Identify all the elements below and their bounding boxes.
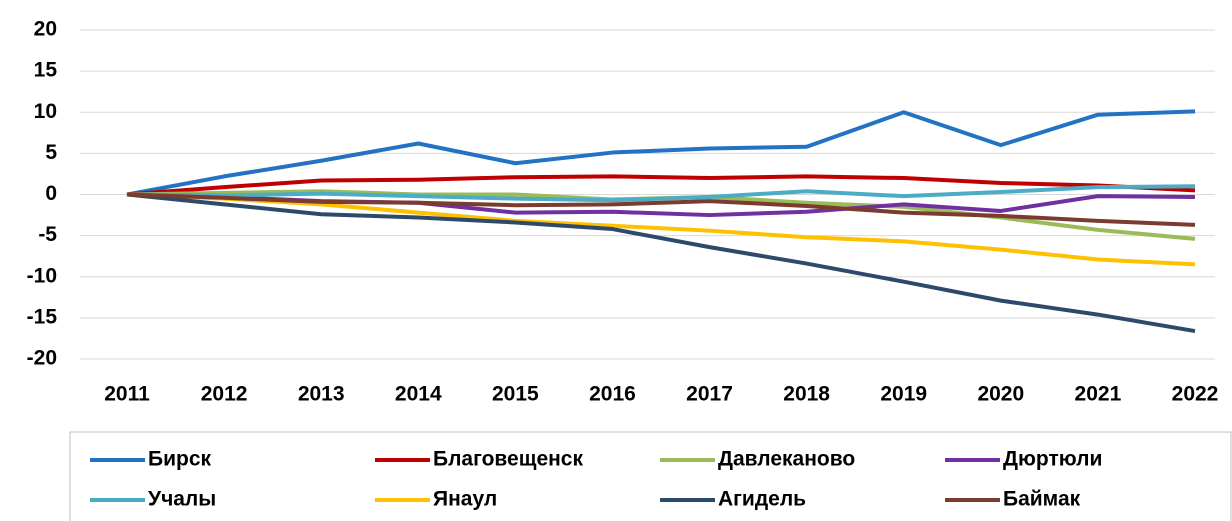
x-tick-label: 2019	[880, 383, 927, 406]
legend-label: Бирск	[148, 448, 212, 471]
legend-label: Янаул	[433, 488, 497, 511]
y-tick-label: -10	[27, 264, 57, 287]
y-tick-label: -20	[27, 347, 57, 370]
x-tick-label: 2020	[977, 383, 1024, 406]
y-tick-label: -15	[27, 305, 58, 328]
series-line	[126, 174, 1196, 197]
x-tick-label: 2013	[298, 383, 345, 406]
legend-label: Давлеканово	[718, 448, 855, 471]
series-line	[126, 192, 1196, 227]
x-tick-label: 2022	[1172, 383, 1219, 406]
legend-label: Баймак	[1003, 488, 1081, 511]
x-tick-label: 2015	[492, 383, 539, 406]
x-tick-label: 2012	[201, 383, 248, 406]
x-tick-label: 2014	[395, 383, 442, 406]
series-line	[126, 192, 1196, 267]
series-line	[126, 184, 1196, 203]
series-line	[126, 192, 1196, 334]
x-tick-label: 2017	[686, 383, 733, 406]
y-tick-label: 15	[34, 59, 58, 82]
y-tick-label: 0	[45, 182, 57, 205]
legend-label: Учалы	[148, 488, 216, 511]
x-tick-label: 2021	[1075, 383, 1122, 406]
series-line	[126, 109, 1196, 197]
x-tick-label: 2018	[783, 383, 830, 406]
legend-box	[69, 431, 1232, 521]
legend-label: Благовещенск	[433, 448, 583, 471]
y-tick-label: -5	[38, 223, 57, 246]
y-tick-label: 5	[45, 141, 57, 164]
x-tick-label: 2011	[104, 383, 150, 406]
y-tick-label: 20	[34, 18, 57, 41]
legend-label: Дюртюли	[1003, 448, 1102, 471]
x-tick-label: 2016	[589, 383, 636, 406]
legend-label: Агидель	[718, 488, 806, 511]
y-tick-label: 10	[34, 100, 57, 123]
